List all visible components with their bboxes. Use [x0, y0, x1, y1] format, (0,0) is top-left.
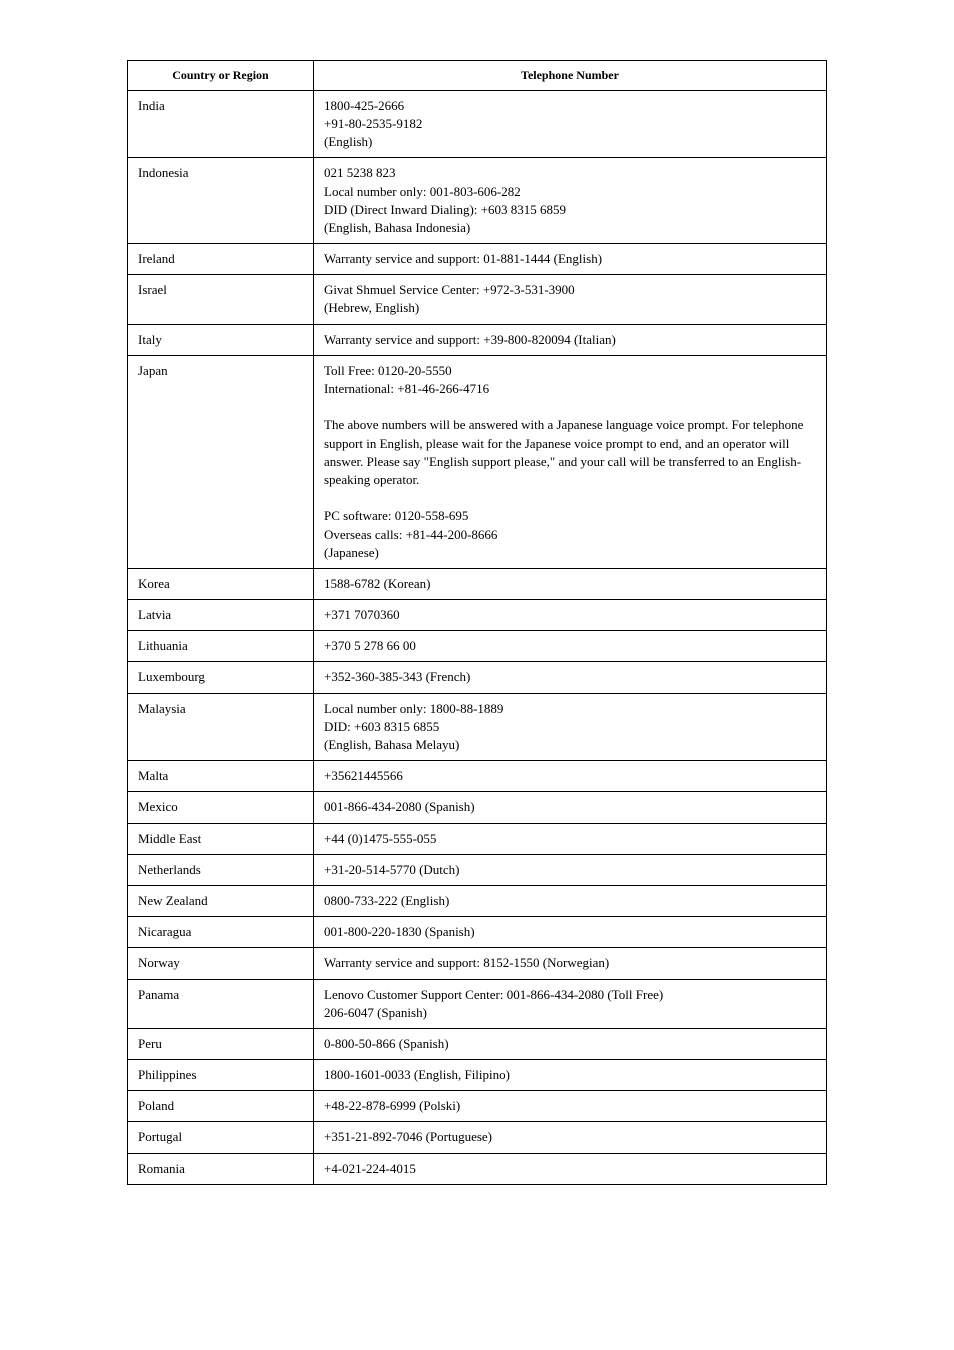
table-row: IsraelGivat Shmuel Service Center: +972-…: [128, 275, 827, 324]
table-row: Malta+35621445566: [128, 761, 827, 792]
cell-phone: 0-800-50-866 (Spanish): [314, 1028, 827, 1059]
cell-country: Ireland: [128, 244, 314, 275]
cell-country: New Zealand: [128, 885, 314, 916]
cell-country: Malaysia: [128, 693, 314, 761]
table-row: Nicaragua001-800-220-1830 (Spanish): [128, 917, 827, 948]
table-row: India1800-425-2666 +91-80-2535-9182 (Eng…: [128, 90, 827, 158]
cell-phone: 001-800-220-1830 (Spanish): [314, 917, 827, 948]
cell-country: Peru: [128, 1028, 314, 1059]
cell-country: Philippines: [128, 1060, 314, 1091]
cell-country: Korea: [128, 568, 314, 599]
table-row: JapanToll Free: 0120-20-5550 Internation…: [128, 355, 827, 568]
cell-phone: Local number only: 1800-88-1889 DID: +60…: [314, 693, 827, 761]
table-row: Philippines1800-1601-0033 (English, Fili…: [128, 1060, 827, 1091]
cell-country: India: [128, 90, 314, 158]
header-phone: Telephone Number: [314, 61, 827, 91]
table-row: Indonesia021 5238 823 Local number only:…: [128, 158, 827, 244]
table-row: Middle East+44 (0)1475-555-055: [128, 823, 827, 854]
table-row: Mexico001-866-434-2080 (Spanish): [128, 792, 827, 823]
cell-country: Nicaragua: [128, 917, 314, 948]
cell-phone: Warranty service and support: 8152-1550 …: [314, 948, 827, 979]
cell-phone: Toll Free: 0120-20-5550 International: +…: [314, 355, 827, 568]
cell-country: Lithuania: [128, 631, 314, 662]
cell-phone: 1800-425-2666 +91-80-2535-9182 (English): [314, 90, 827, 158]
table-body: India1800-425-2666 +91-80-2535-9182 (Eng…: [128, 90, 827, 1184]
cell-country: Panama: [128, 979, 314, 1028]
page-container: Country or Region Telephone Number India…: [127, 60, 827, 1185]
header-country: Country or Region: [128, 61, 314, 91]
cell-country: Indonesia: [128, 158, 314, 244]
table-row: Lithuania+370 5 278 66 00: [128, 631, 827, 662]
table-row: PanamaLenovo Customer Support Center: 00…: [128, 979, 827, 1028]
table-row: Poland+48-22-878-6999 (Polski): [128, 1091, 827, 1122]
table-row: Romania+4-021-224-4015: [128, 1153, 827, 1184]
cell-country: Portugal: [128, 1122, 314, 1153]
cell-country: Latvia: [128, 600, 314, 631]
cell-phone: +4-021-224-4015: [314, 1153, 827, 1184]
cell-phone: +44 (0)1475-555-055: [314, 823, 827, 854]
cell-phone: +48-22-878-6999 (Polski): [314, 1091, 827, 1122]
cell-phone: +31-20-514-5770 (Dutch): [314, 854, 827, 885]
cell-country: Malta: [128, 761, 314, 792]
cell-phone: Lenovo Customer Support Center: 001-866-…: [314, 979, 827, 1028]
cell-phone: 1588-6782 (Korean): [314, 568, 827, 599]
cell-country: Norway: [128, 948, 314, 979]
cell-phone: 001-866-434-2080 (Spanish): [314, 792, 827, 823]
cell-country: Italy: [128, 324, 314, 355]
cell-phone: +35621445566: [314, 761, 827, 792]
cell-phone: Givat Shmuel Service Center: +972-3-531-…: [314, 275, 827, 324]
table-row: New Zealand0800-733-222 (English): [128, 885, 827, 916]
table-row: Latvia+371 7070360: [128, 600, 827, 631]
table-row: Luxembourg+352-360-385-343 (French): [128, 662, 827, 693]
cell-country: Netherlands: [128, 854, 314, 885]
table-row: Netherlands+31-20-514-5770 (Dutch): [128, 854, 827, 885]
cell-phone: Warranty service and support: +39-800-82…: [314, 324, 827, 355]
cell-phone: +370 5 278 66 00: [314, 631, 827, 662]
cell-phone: 0800-733-222 (English): [314, 885, 827, 916]
table-row: Portugal+351-21-892-7046 (Portuguese): [128, 1122, 827, 1153]
cell-country: Mexico: [128, 792, 314, 823]
table-row: IrelandWarranty service and support: 01-…: [128, 244, 827, 275]
phone-table: Country or Region Telephone Number India…: [127, 60, 827, 1185]
cell-phone: +352-360-385-343 (French): [314, 662, 827, 693]
cell-phone: +351-21-892-7046 (Portuguese): [314, 1122, 827, 1153]
cell-country: Romania: [128, 1153, 314, 1184]
cell-phone: 021 5238 823 Local number only: 001-803-…: [314, 158, 827, 244]
table-row: ItalyWarranty service and support: +39-8…: [128, 324, 827, 355]
cell-country: Japan: [128, 355, 314, 568]
table-row: NorwayWarranty service and support: 8152…: [128, 948, 827, 979]
cell-country: Luxembourg: [128, 662, 314, 693]
table-row: MalaysiaLocal number only: 1800-88-1889 …: [128, 693, 827, 761]
cell-phone: +371 7070360: [314, 600, 827, 631]
cell-country: Middle East: [128, 823, 314, 854]
cell-country: Poland: [128, 1091, 314, 1122]
cell-phone: Warranty service and support: 01-881-144…: [314, 244, 827, 275]
table-row: Korea1588-6782 (Korean): [128, 568, 827, 599]
cell-phone: 1800-1601-0033 (English, Filipino): [314, 1060, 827, 1091]
table-row: Peru0-800-50-866 (Spanish): [128, 1028, 827, 1059]
cell-country: Israel: [128, 275, 314, 324]
table-header-row: Country or Region Telephone Number: [128, 61, 827, 91]
